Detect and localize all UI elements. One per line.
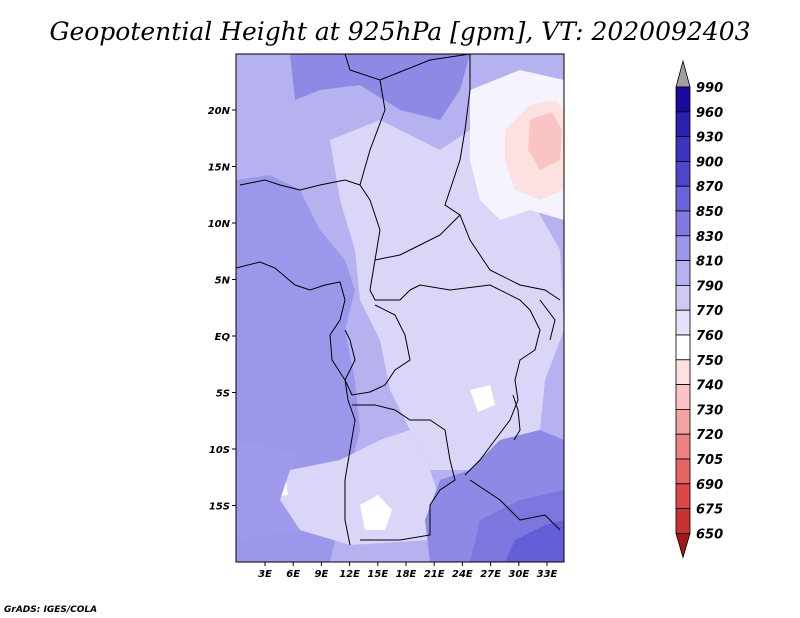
colorbar-swatch (675, 359, 691, 385)
field-band-north (290, 54, 470, 120)
colorbar-label: 650 (696, 527, 723, 542)
longitude-axis: 3E 6E 9E 12E 15E 18E 21E 24E 27E 30E 33E (258, 562, 558, 580)
colorbar-swatch (675, 185, 691, 212)
lat-tick-label: 20N (208, 106, 231, 117)
colorbar-swatch (675, 160, 691, 187)
lat-tick-label: 15N (208, 163, 231, 174)
colorbar-label: 750 (696, 354, 723, 369)
colorbar-label: 930 (696, 131, 723, 146)
colorbar-swatch (675, 334, 691, 361)
field-band-southeast-870 (505, 520, 564, 562)
colorbar-label: 740 (696, 379, 723, 394)
map-field (236, 54, 564, 562)
colorbar-label: 960 (696, 106, 723, 121)
lon-tick-label: 6E (286, 569, 300, 580)
colorbar-label: 790 (696, 279, 723, 294)
country-borders (236, 54, 561, 546)
lat-tick-label: 5S (216, 389, 230, 400)
colorbar-label: 730 (696, 403, 723, 418)
colorbar-swatch (675, 86, 691, 113)
colorbar-bottom-arrow (675, 533, 691, 559)
colorbar-swatch (675, 260, 691, 286)
colorbar-swatch (675, 408, 691, 435)
field-band-northeast-740 (528, 112, 562, 170)
border-line-lake-2 (539, 299, 556, 341)
map-title: Geopotential Height at 925hPa [gpm], VT:… (49, 17, 750, 46)
latitude-axis: 20N 15N 10N 5N EQ 5S 10S 15S (208, 106, 236, 513)
colorbar-label: 690 (696, 478, 723, 493)
border-line-north-2 (359, 79, 411, 301)
field-patch-white-1 (470, 385, 495, 412)
lon-tick-label: 30E (508, 569, 529, 580)
colorbar-swatch (675, 508, 691, 534)
colorbar-top-arrow (675, 59, 691, 88)
colorbar-label: 720 (696, 428, 723, 443)
credit-label: GrADS: IGES/COLA (4, 605, 97, 615)
lon-tick-label: 18E (396, 569, 417, 580)
colorbar-swatch (675, 136, 691, 162)
lon-tick-label: 9E (315, 569, 329, 580)
colorbar-swatch (675, 433, 691, 460)
colorbar-label: 850 (696, 205, 723, 220)
border-line-coast-west (236, 261, 356, 546)
border-line-congo (344, 304, 411, 396)
border-line-central-2 (409, 284, 531, 311)
lat-tick-label: 5N (215, 276, 231, 287)
lon-tick-label: 3E (258, 569, 272, 580)
colorbar-label: 990 (696, 81, 723, 96)
border-line-central (374, 214, 461, 261)
border-line-sahel (239, 179, 361, 191)
lon-tick-label: 27E (480, 569, 501, 580)
lat-tick-label: EQ (215, 332, 231, 343)
lon-tick-label: 12E (339, 569, 360, 580)
border-line-east-south (464, 309, 541, 476)
colorbar-label: 760 (696, 329, 723, 344)
colorbar: 990 960 930 900 870 850 830 810 790 770 760 750 740 7… (675, 59, 723, 559)
colorbar-label: 705 (696, 453, 723, 468)
map-frame (235, 53, 565, 563)
lat-tick-label: 10N (208, 219, 231, 230)
colorbar-swatch (675, 235, 691, 262)
colorbar-swatch (675, 284, 691, 311)
colorbar-label: 770 (696, 304, 723, 319)
field-band-southwest-770 (280, 430, 440, 545)
colorbar-label: 830 (696, 230, 723, 245)
colorbar-swatch (675, 210, 691, 237)
border-line-southeast (469, 479, 561, 531)
colorbar-swatch (675, 111, 691, 138)
border-line-angola (352, 404, 456, 541)
field-patch-white-2 (360, 495, 392, 530)
colorbar-swatch (675, 458, 691, 485)
lat-tick-label: 10S (209, 445, 230, 456)
border-line-east-north (444, 54, 561, 301)
colorbar-swatch (675, 483, 691, 509)
lon-tick-label: 21E (424, 569, 445, 580)
colorbar-swatch (675, 309, 691, 336)
colorbar-label: 900 (696, 155, 723, 170)
lon-tick-label: 24E (452, 569, 473, 580)
colorbar-label: 870 (696, 180, 723, 195)
lat-tick-label: 15S (209, 502, 230, 513)
lon-tick-label: 33E (537, 569, 558, 580)
colorbar-swatch (675, 384, 691, 410)
field-band-southwest-810 (236, 440, 300, 540)
lon-tick-label: 15E (367, 569, 388, 580)
colorbar-label: 675 (696, 503, 723, 518)
colorbar-label: 810 (696, 255, 723, 270)
border-line-lake-1 (512, 394, 521, 441)
